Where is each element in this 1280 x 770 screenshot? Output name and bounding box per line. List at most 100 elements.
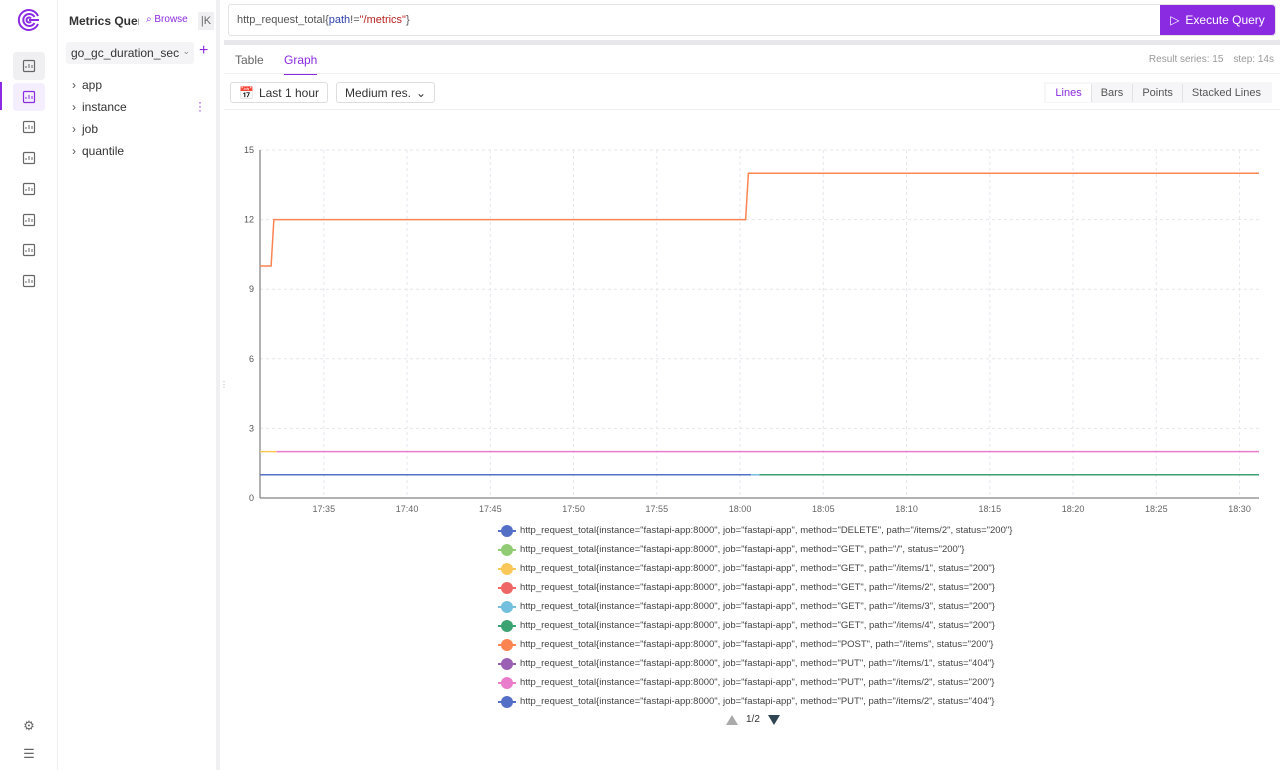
legend-item[interactable]: http_request_total{instance="fastapi-app… [498,654,1012,673]
mode-points[interactable]: Points [1133,83,1183,102]
settings-button[interactable]: ⚙ [13,712,45,740]
chevron-down-icon: ⌄ [182,46,190,56]
settings-sliders-icon [22,182,36,195]
legend-item[interactable]: http_request_total{instance="fastapi-app… [498,521,1012,540]
share-network-nav-button[interactable] [13,236,45,264]
label-job[interactable]: › job [72,122,99,136]
chart-legend: http_request_total{instance="fastapi-app… [498,521,1012,711]
x-tick-label: 18:25 [1145,504,1168,514]
legend-item[interactable]: http_request_total{instance="fastapi-app… [498,578,1012,597]
divider [224,40,1280,45]
logo-icon [17,9,39,31]
chevron-right-icon: › [72,100,76,114]
browse-button[interactable]: ⌕ Browse [146,14,188,25]
chart-mode-toggle: Lines Bars Points Stacked Lines [1044,82,1272,103]
x-tick-label: 18:30 [1228,504,1251,514]
legend-item[interactable]: http_request_total{instance="fastapi-app… [498,540,1012,559]
more-options-icon[interactable]: · · · [198,95,202,117]
legend-swatch [498,657,516,670]
metrics-nav-button[interactable] [13,82,45,111]
line-chart: 0 3 6 9 12 15 17:35 17:40 17:45 17:50 17:55 18:00 18… [244,145,1259,514]
logs-nav-button[interactable] [13,113,45,141]
legend-pager: 1/2 [726,714,780,725]
query-text[interactable]: http_request_total{path!="/metrics"} [237,14,410,26]
legend-item[interactable]: http_request_total{instance="fastapi-app… [498,635,1012,654]
label-app[interactable]: › app [72,78,103,92]
legend-swatch [498,524,516,537]
x-tick-label: 18:00 [729,504,752,514]
x-tick-label: 17:50 [562,504,585,514]
monitor-nav-button[interactable] [13,267,45,295]
label-instance[interactable]: › instance [72,100,127,114]
chevron-down-icon: ⌄ [416,85,427,100]
legend-item[interactable]: http_request_total{instance="fastapi-app… [498,692,1012,711]
execute-query-button[interactable]: ▷ Execute Query [1160,5,1275,35]
share-network-icon [22,244,36,257]
notes-nav-button[interactable] [13,144,45,172]
mode-bars[interactable]: Bars [1092,83,1134,102]
x-tick-label: 17:35 [313,504,336,514]
play-icon: ▷ [1170,13,1180,27]
add-metric-button[interactable]: + [199,42,209,59]
legend-item[interactable]: http_request_total{instance="fastapi-app… [498,673,1012,692]
tab-table[interactable]: Table [235,53,264,67]
tab-graph[interactable]: Graph [284,53,318,75]
mode-lines[interactable]: Lines [1046,83,1092,102]
notes-icon [22,151,36,165]
mode-stacked-lines[interactable]: Stacked Lines [1191,86,1261,99]
tree-icon [22,213,36,226]
y-tick-label: 6 [249,354,254,364]
legend-item[interactable]: http_request_total{instance="fastapi-app… [498,597,1012,616]
legend-swatch [498,638,516,651]
result-meta: Result series: 15 step: 14s [1149,54,1274,65]
prev-page-icon[interactable] [726,714,738,725]
chevron-right-icon: › [72,78,76,92]
resolution-select[interactable]: Medium res. ⌄ [336,82,436,103]
monitor-icon [22,274,36,287]
query-nav-button[interactable] [13,52,45,80]
x-tick-label: 18:15 [979,504,1002,514]
chevron-right-icon: › [72,122,76,136]
y-tick-label: 3 [249,423,254,433]
series-line [260,172,1259,267]
settings-sliders-nav-button[interactable] [13,175,45,203]
x-tick-label: 18:05 [812,504,835,514]
nav-rail: ⚙ ☰ [0,0,58,770]
logs-icon [22,121,36,134]
next-page-icon[interactable] [767,714,780,725]
search-icon: ⌕ [146,14,152,25]
y-tick-label: 9 [249,284,254,294]
time-range-button[interactable]: 📅 Last 1 hour [230,82,328,103]
y-tick-label: 0 [249,493,254,503]
legend-item[interactable]: http_request_total{instance="fastapi-app… [498,559,1012,578]
legend-swatch [498,676,516,689]
panel-title: Metrics Query [69,14,139,28]
legend-swatch [498,619,516,632]
legend-swatch [498,600,516,613]
step: step: 14s [1233,54,1274,65]
metrics-icon [22,90,36,103]
menu-button[interactable]: ☰ [13,740,45,768]
legend-swatch [498,543,516,556]
legend-item[interactable]: http_request_total{instance="fastapi-app… [498,616,1012,635]
x-tick-label: 17:40 [396,504,419,514]
query-icon [22,59,36,73]
x-tick-label: 18:20 [1062,504,1085,514]
resize-handle[interactable]: ⋮ [220,380,228,389]
y-tick-label: 15 [244,145,254,155]
legend-swatch [498,562,516,575]
query-input[interactable]: http_request_total{path!="/metrics"} ▷ Ex… [228,4,1276,36]
tree-nav-button[interactable] [13,206,45,234]
x-tick-label: 17:45 [479,504,502,514]
metrics-panel: Metrics Query ⌕ Browse |K go_gc_duration… [58,0,220,770]
legend-swatch [498,695,516,708]
metric-select[interactable]: go_gc_duration_sec ⌄ [66,42,194,64]
active-indicator [0,82,2,110]
calendar-clock-icon: 📅 [239,85,254,100]
x-tick-label: 17:55 [646,504,669,514]
y-tick-label: 12 [244,215,254,225]
x-tick-label: 18:10 [895,504,918,514]
label-quantile[interactable]: › quantile [72,144,125,158]
settings-icon: ⚙ [23,718,35,733]
collapse-panel-button[interactable]: |K [198,12,214,30]
